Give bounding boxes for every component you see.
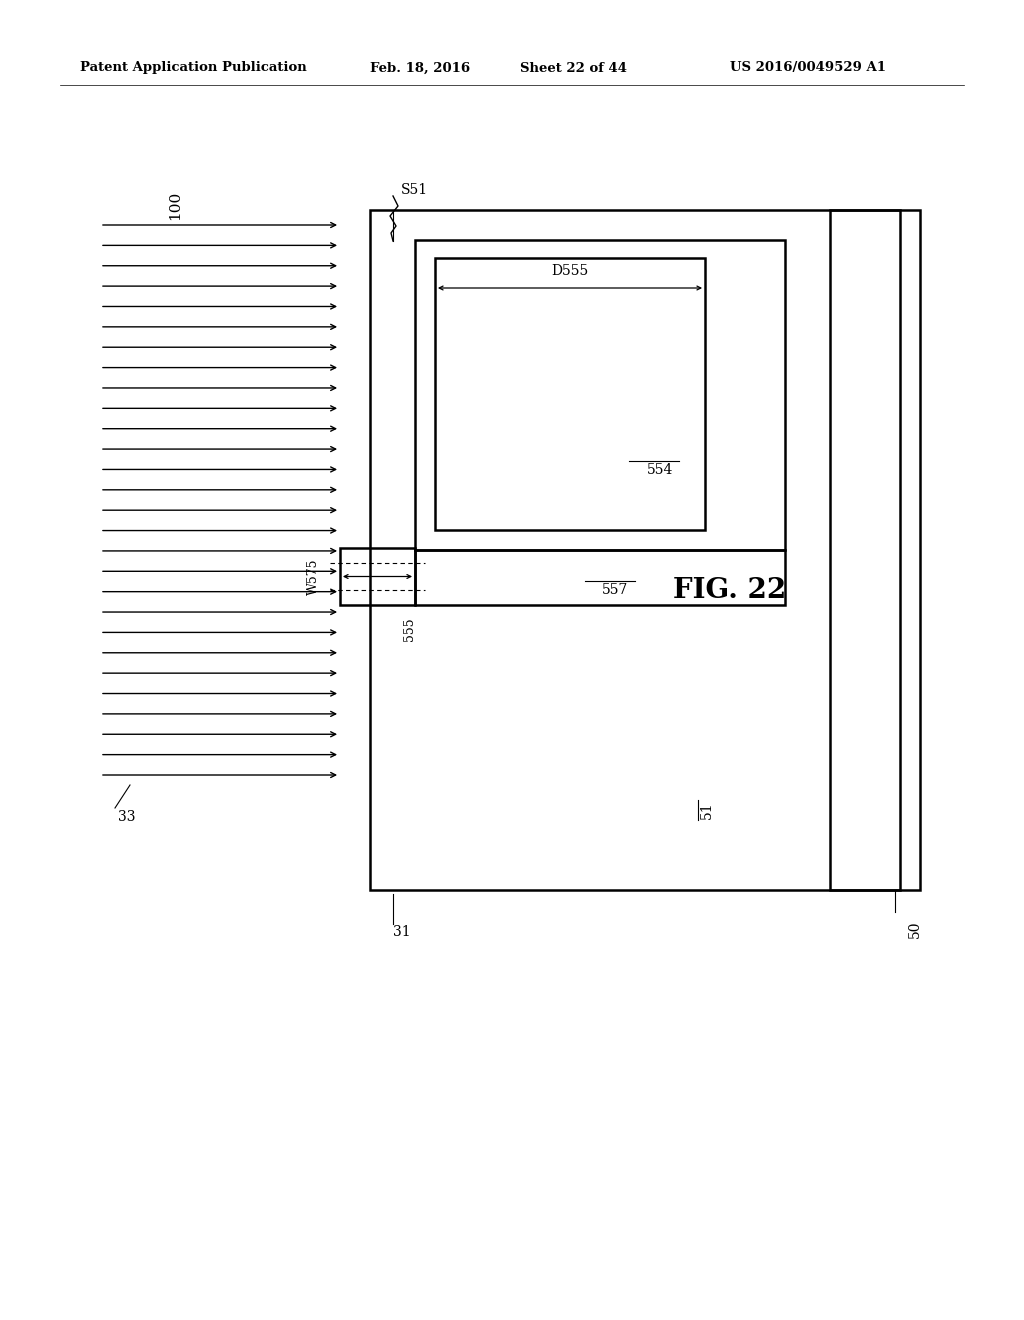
Text: S51: S51	[401, 183, 428, 197]
Text: 554: 554	[646, 463, 673, 478]
Text: Patent Application Publication: Patent Application Publication	[80, 62, 307, 74]
Text: FIG. 22: FIG. 22	[674, 577, 786, 603]
Text: US 2016/0049529 A1: US 2016/0049529 A1	[730, 62, 886, 74]
Text: 33: 33	[118, 810, 135, 824]
Text: 100: 100	[168, 190, 182, 219]
Text: Feb. 18, 2016: Feb. 18, 2016	[370, 62, 470, 74]
Text: 557: 557	[602, 583, 629, 597]
Text: Sheet 22 of 44: Sheet 22 of 44	[520, 62, 627, 74]
Text: 31: 31	[393, 925, 411, 939]
Bar	[370, 210, 900, 890]
Text: D555: D555	[551, 264, 589, 279]
Text: 51: 51	[700, 801, 714, 818]
Text: 555: 555	[403, 616, 417, 640]
Bar	[340, 548, 415, 605]
Bar	[435, 257, 705, 531]
Bar	[830, 210, 920, 890]
Bar	[415, 550, 785, 605]
Bar	[415, 240, 785, 550]
Text: W575: W575	[307, 558, 319, 595]
Text: 50: 50	[908, 920, 922, 937]
